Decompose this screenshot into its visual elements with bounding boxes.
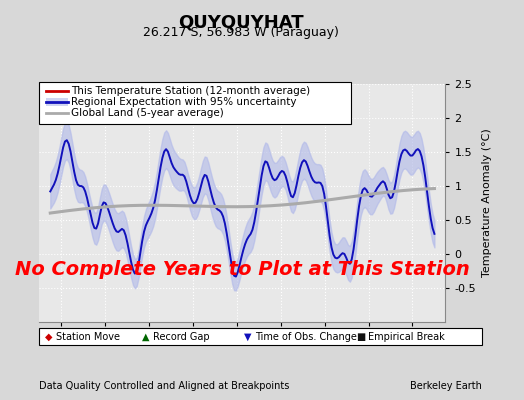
Text: Station Move: Station Move [56, 332, 120, 342]
Y-axis label: Temperature Anomaly (°C): Temperature Anomaly (°C) [482, 129, 492, 277]
Text: Data Quality Controlled and Aligned at Breakpoints: Data Quality Controlled and Aligned at B… [39, 381, 290, 391]
Text: Empirical Break: Empirical Break [368, 332, 444, 342]
Text: 26.217 S, 56.983 W (Paraguay): 26.217 S, 56.983 W (Paraguay) [143, 26, 339, 39]
Text: ◆: ◆ [45, 332, 52, 342]
Text: ▲: ▲ [141, 332, 149, 342]
Text: Regional Expectation with 95% uncertainty: Regional Expectation with 95% uncertaint… [71, 97, 296, 107]
Text: This Temperature Station (12-month average): This Temperature Station (12-month avera… [71, 86, 310, 96]
Text: Berkeley Earth: Berkeley Earth [410, 381, 482, 391]
Text: QUYQUYHAT: QUYQUYHAT [178, 14, 304, 32]
Text: No Complete Years to Plot at This Station: No Complete Years to Plot at This Statio… [15, 260, 470, 279]
Text: ■: ■ [356, 332, 366, 342]
Text: Time of Obs. Change: Time of Obs. Change [255, 332, 357, 342]
Text: Global Land (5-year average): Global Land (5-year average) [71, 108, 224, 118]
Text: Record Gap: Record Gap [153, 332, 210, 342]
Text: ▼: ▼ [244, 332, 251, 342]
